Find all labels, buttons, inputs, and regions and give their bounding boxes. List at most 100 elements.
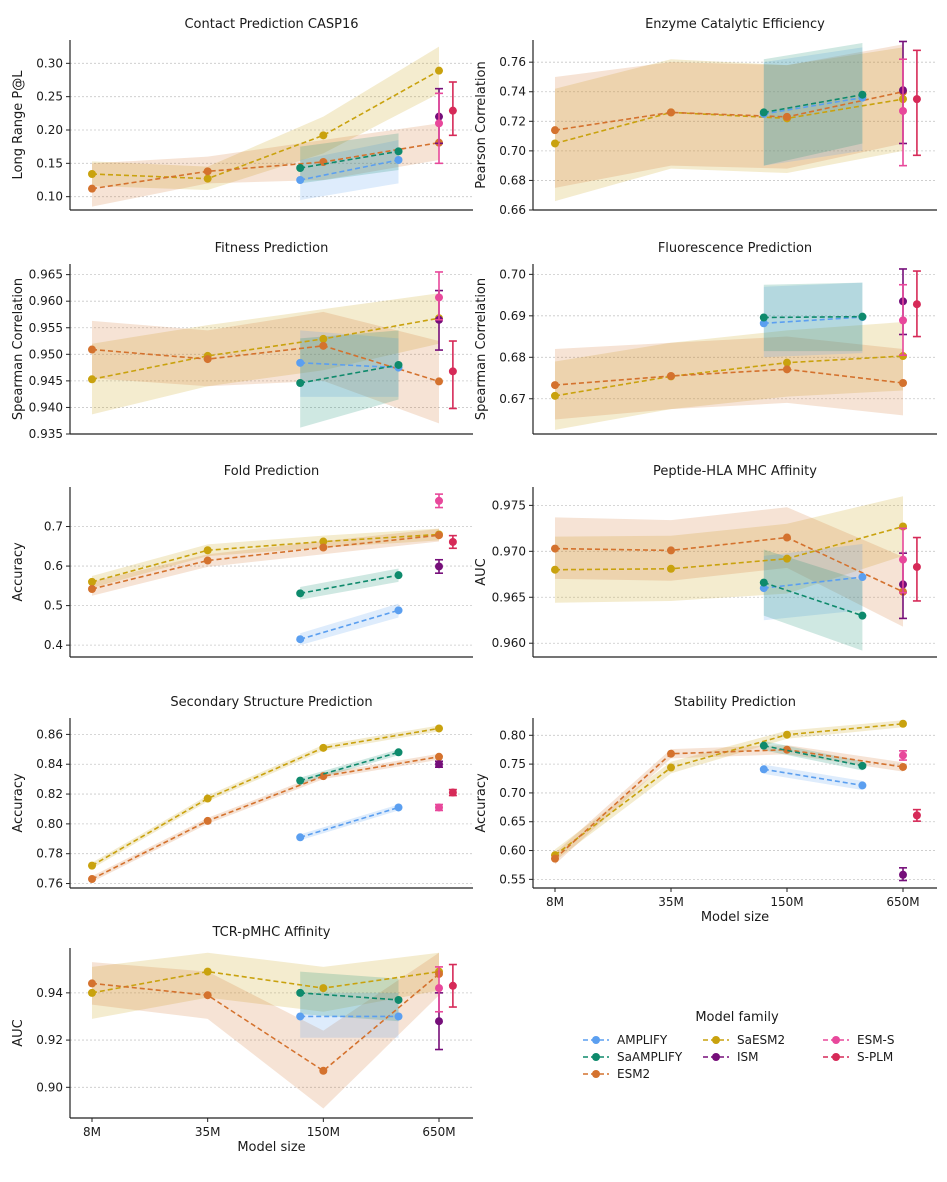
line-saamplify — [763, 744, 863, 767]
point-saesm2 — [435, 66, 443, 75]
point-saesm2 — [551, 139, 559, 148]
errorbar-s-plm — [448, 534, 457, 550]
errorbar-esm-s — [435, 271, 443, 321]
y-tick-label: 0.74 — [499, 85, 526, 99]
y-tick-label: 0.70 — [499, 786, 526, 800]
x-axis-label: Model size — [701, 910, 769, 925]
point-saesm2 — [319, 743, 328, 752]
line-saesm2 — [554, 98, 904, 145]
errorbar-esm-s — [435, 92, 443, 165]
point-esm2 — [319, 341, 328, 350]
errorbar-esm-s — [899, 58, 907, 167]
legend-label: ESM2 — [617, 1067, 650, 1081]
legend-marker — [832, 1036, 840, 1044]
y-tick-label: 0.80 — [36, 817, 63, 831]
point-esm2 — [899, 379, 907, 387]
y-axis-label: Spearman Correlation — [11, 278, 26, 420]
legend-marker — [712, 1053, 720, 1061]
errorbar-ism — [435, 558, 443, 574]
line-esm2 — [91, 344, 440, 383]
panel-title: Enzyme Catalytic Efficiency — [645, 17, 825, 32]
y-tick-label: 0.69 — [499, 309, 526, 323]
point-saamplify — [394, 360, 403, 369]
line-saesm2 — [554, 722, 904, 856]
line-saamplify — [300, 364, 399, 384]
legend-label: SaAMPLIFY — [617, 1050, 683, 1064]
point-esm2 — [203, 991, 212, 1000]
line-amplify — [299, 806, 399, 839]
y-tick-label: 0.955 — [29, 321, 63, 335]
line-amplify — [763, 768, 863, 787]
y-tick-label: 0.965 — [29, 268, 63, 282]
line-esm2 — [554, 536, 904, 593]
point-esm2 — [551, 126, 559, 135]
point-s-plm — [448, 367, 457, 376]
band-esm2 — [555, 507, 903, 627]
y-axis-label: AUC — [11, 1019, 26, 1047]
line-esm2 — [91, 973, 440, 1072]
point-esm-s — [899, 751, 907, 760]
point-saesm2 — [88, 375, 96, 384]
point-saesm2 — [203, 794, 212, 803]
point-esm2 — [667, 546, 675, 555]
panel-title: Fitness Prediction — [215, 241, 329, 256]
point-esm-s — [899, 106, 907, 115]
errorbar-esm-s — [435, 803, 443, 812]
y-tick-label: 0.30 — [36, 56, 63, 70]
point-saamplify — [759, 578, 768, 587]
point-saesm2 — [203, 174, 212, 183]
point-esm2 — [667, 749, 675, 758]
y-tick-label: 0.970 — [492, 544, 526, 558]
y-tick-label: 0.945 — [29, 374, 63, 388]
errorbar-esm-s — [899, 527, 907, 594]
y-tick-label: 0.70 — [499, 144, 526, 158]
point-esm2 — [783, 365, 791, 374]
line-esm2 — [91, 755, 440, 880]
legend-item-saesm2: SaESM2 — [703, 1033, 785, 1047]
point-saesm2 — [319, 984, 328, 993]
y-tick-label: 0.15 — [36, 156, 63, 170]
y-tick-label: 0.66 — [499, 203, 526, 217]
point-amplify — [296, 176, 305, 184]
point-amplify — [394, 606, 403, 615]
point-esm2 — [551, 544, 559, 553]
point-s-plm — [448, 106, 457, 115]
point-esm-s — [899, 316, 907, 325]
band-saesm2 — [555, 322, 903, 430]
panel-title: Contact Prediction CASP16 — [184, 17, 358, 32]
errorbar-s-plm — [448, 788, 457, 797]
line-esm2 — [91, 534, 440, 590]
y-tick-label: 0.68 — [499, 173, 526, 187]
panel-enzyme-catalytic-efficiency: 0.66 0.68 0.70 0.72 0.74 0.76 Enzyme Catalytic… — [474, 17, 937, 217]
y-tick-label: 0.25 — [36, 90, 63, 104]
line-saamplify — [299, 751, 399, 782]
point-saesm2 — [551, 565, 559, 574]
band-esm2 — [555, 336, 903, 420]
point-saesm2 — [551, 391, 559, 400]
panel-peptide-hla-mhc-affinity: 0.960 0.965 0.970 0.975 Peptide-HLA MHC Affi… — [474, 464, 937, 658]
point-saamplify — [759, 741, 768, 750]
panel-secondary-structure-prediction: 0.76 0.78 0.80 0.82 0.84 0.86 Secondary Struct… — [11, 695, 473, 891]
y-tick-label: 0.975 — [492, 498, 526, 512]
point-esm-s — [435, 984, 443, 993]
y-axis-label: Pearson Correlation — [474, 61, 489, 188]
point-amplify — [394, 803, 403, 812]
y-tick-label: 0.82 — [36, 787, 63, 801]
point-saesm2 — [88, 861, 96, 870]
point-saesm2 — [88, 988, 96, 997]
point-saesm2 — [88, 170, 96, 178]
point-saesm2 — [899, 719, 907, 728]
band-saamplify — [763, 549, 863, 651]
point-s-plm — [912, 562, 921, 571]
x-tick-label: 150M — [307, 1125, 340, 1139]
errorbar-s-plm — [448, 81, 457, 137]
y-tick-label: 0.940 — [29, 400, 63, 414]
y-tick-label: 0.75 — [499, 757, 526, 771]
band-amplify — [300, 992, 399, 1038]
y-tick-label: 0.5 — [44, 599, 63, 613]
line-saesm2 — [91, 317, 440, 381]
y-axis-label: Spearman Correlation — [474, 278, 489, 420]
x-axis-label: Model size — [237, 1140, 305, 1155]
point-saamplify — [858, 90, 867, 99]
point-s-plm — [448, 981, 457, 990]
